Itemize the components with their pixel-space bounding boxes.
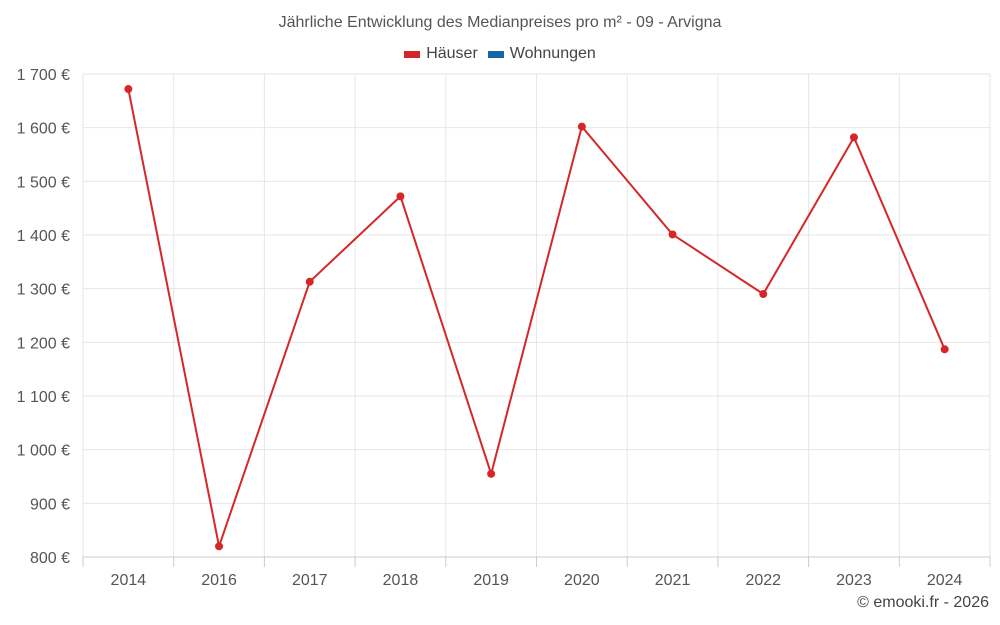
x-tick-label: 2020 xyxy=(564,572,600,589)
x-tick-label: 2018 xyxy=(383,572,419,589)
legend-label-wohnungen: Wohnungen xyxy=(509,45,596,62)
x-tick-label: 2021 xyxy=(655,572,691,589)
data-point[interactable] xyxy=(668,230,677,239)
y-tick-label: 1 100 € xyxy=(17,389,70,406)
x-tick-label: 2022 xyxy=(745,572,781,589)
legend-label-haeuser: Häuser xyxy=(426,45,478,62)
legend-swatch-wohnungen xyxy=(487,50,504,58)
data-point[interactable] xyxy=(759,290,768,299)
x-tick-label: 2017 xyxy=(292,572,328,589)
y-tick-label: 800 € xyxy=(30,550,70,567)
y-tick-label: 900 € xyxy=(30,496,70,513)
x-tick-label: 2016 xyxy=(201,572,237,589)
x-tick-label: 2019 xyxy=(473,572,509,589)
data-point[interactable] xyxy=(215,542,224,551)
chart-legend: Häuser Wohnungen xyxy=(0,45,1000,63)
y-tick-label: 1 300 € xyxy=(17,282,70,299)
y-tick-label: 1 600 € xyxy=(17,121,70,138)
y-tick-label: 1 000 € xyxy=(17,443,70,460)
data-point[interactable] xyxy=(124,85,133,94)
y-tick-label: 1 400 € xyxy=(17,228,70,245)
x-tick-label: 2024 xyxy=(927,572,963,589)
data-point[interactable] xyxy=(396,192,405,201)
data-point[interactable] xyxy=(940,345,949,354)
chart-title: Jährliche Entwicklung des Medianpreises … xyxy=(278,14,722,31)
y-tick-label: 1 700 € xyxy=(17,67,70,84)
legend-swatch-haeuser xyxy=(404,50,421,58)
series-line xyxy=(127,88,946,548)
y-tick-label: 1 200 € xyxy=(17,335,70,352)
credit-text: © emooki.fr - 2026 xyxy=(857,594,989,611)
data-point[interactable] xyxy=(577,122,586,131)
data-point[interactable] xyxy=(305,277,314,286)
x-tick-label: 2023 xyxy=(836,572,872,589)
x-tick-label: 2014 xyxy=(111,572,147,589)
legend-item-haeuser[interactable]: Häuser xyxy=(404,45,478,63)
data-point[interactable] xyxy=(849,133,858,142)
legend-item-wohnungen[interactable]: Wohnungen xyxy=(487,45,596,63)
data-point[interactable] xyxy=(487,469,496,478)
y-tick-label: 1 500 € xyxy=(17,174,70,191)
